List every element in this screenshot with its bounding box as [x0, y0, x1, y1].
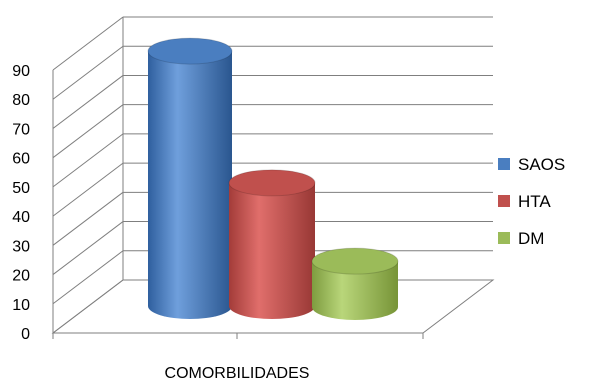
side-wall-line [52, 16, 124, 71]
chart-bars [147, 37, 399, 320]
legend-swatch [498, 158, 510, 170]
legend-item: HTA [498, 192, 551, 211]
bar-top [311, 247, 399, 275]
legend-item: SAOS [498, 155, 565, 174]
side-wall-line [52, 221, 124, 275]
y-tick-label: 70 [12, 121, 30, 138]
bar-top [228, 169, 316, 197]
y-tick-label: 20 [12, 268, 30, 285]
bar-body [148, 51, 232, 319]
side-wall-line [52, 250, 124, 305]
bar-body [229, 182, 315, 319]
y-tick-label: 80 [12, 92, 30, 109]
bar-body [312, 261, 398, 320]
side-wall-line [52, 133, 124, 188]
bar-top [147, 37, 233, 65]
y-tick-label: 60 [12, 151, 30, 168]
legend-label: HTA [518, 192, 551, 211]
bar-dm [311, 247, 399, 320]
legend-swatch [498, 232, 510, 244]
side-wall-line [52, 75, 124, 129]
side-wall-line [52, 104, 124, 159]
legend-item: DM [498, 229, 544, 248]
legend: SAOS HTA DM [498, 155, 565, 248]
legend-label: SAOS [518, 155, 565, 174]
y-tick-label: 90 [12, 63, 30, 80]
side-wall-line [52, 191, 124, 246]
side-wall-line [52, 45, 124, 100]
y-tick-label: 10 [12, 297, 30, 314]
y-tick-label: 0 [21, 326, 30, 343]
x-category-label: COMORBILIDADES [165, 365, 310, 381]
y-tick-label: 30 [12, 238, 30, 255]
y-tick-label: 40 [12, 209, 30, 226]
legend-swatch [498, 195, 510, 207]
floor [51, 279, 495, 334]
y-tick-label: 50 [12, 180, 30, 197]
bar-saos [147, 37, 233, 319]
side-wall-line [52, 162, 124, 217]
bar-hta [228, 169, 316, 319]
legend-label: DM [518, 229, 544, 248]
